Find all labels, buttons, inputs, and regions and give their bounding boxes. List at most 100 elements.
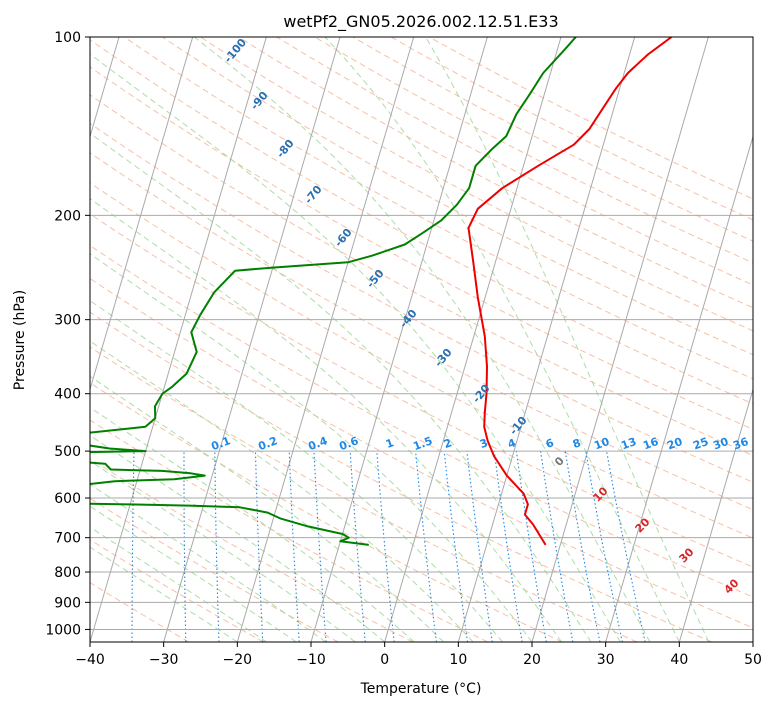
x-axis: −40 −30 −20 −10 0 10 20 30 40 50 [75, 642, 762, 668]
mixing-ratio-line [415, 451, 437, 642]
moist-adiabat-line [90, 340, 474, 642]
mixing-ratio-label: 0.4 [306, 434, 329, 453]
moist-adiabat-line [90, 483, 327, 642]
isotherm-line [531, 37, 709, 642]
dry-adiabat-line [162, 37, 753, 356]
dry-adiabat-line [200, 37, 753, 332]
x-axis-label: Temperature (°C) [360, 681, 482, 697]
x-tick-label: 20 [523, 652, 541, 668]
profile-curves [90, 37, 673, 546]
dry-adiabat-line [90, 277, 753, 629]
mixing-ratio-line [443, 451, 469, 642]
mixing-ratio-line [466, 451, 493, 642]
dry-adiabat-line [276, 37, 753, 286]
mixing-ratio-line [376, 451, 395, 642]
mixing-ratio-label: 2 [442, 436, 454, 451]
dry-adiabat-line [90, 122, 753, 483]
x-tick-label: 40 [670, 652, 688, 668]
moist-adiabat-line [90, 505, 297, 642]
mixing-ratio-label: 4 [506, 436, 518, 451]
moist-adiabat-line [90, 132, 592, 642]
isotherm-line [236, 37, 415, 642]
chart-title: wetPf2_GN05.2026.002.12.51.E33 [283, 12, 558, 32]
pressure-gridlines [90, 37, 753, 630]
mixing-ratio-label: 36 [731, 435, 750, 453]
y-tick-label: 400 [54, 387, 81, 403]
dry-adiabat-line [90, 346, 638, 642]
dry-adiabat-line [90, 457, 414, 642]
x-tick-label: 50 [744, 652, 762, 668]
mixing-ratio-label: 16 [641, 435, 660, 453]
moist-adiabat-line [90, 406, 415, 642]
dry-adiabat-line [314, 37, 753, 264]
y-tick-label: 700 [54, 531, 81, 547]
x-tick-label: −20 [223, 652, 253, 668]
x-tick-label: 0 [380, 652, 389, 668]
mixing-ratio-line [493, 451, 523, 642]
y-axis: 100 200 300 400 500 600 700 800 900 1000 [45, 30, 90, 638]
mixing-ratio-label: 0.1 [209, 434, 232, 453]
isotherm-line [163, 37, 341, 642]
dry-adiabat-line [90, 182, 753, 539]
x-tick-label: −30 [149, 652, 179, 668]
mixing-ratio-label: 8 [571, 436, 583, 451]
isotherm-line [457, 37, 636, 642]
x-tick-label: 30 [597, 652, 615, 668]
moist-adiabat-line [90, 300, 503, 642]
dry-adiabat-line [123, 37, 753, 380]
mixing-ratio-label: 3 [478, 436, 490, 451]
moist-adiabat-line [90, 460, 356, 642]
mixing-ratio-label: 1.5 [411, 434, 434, 453]
y-tick-label: 1000 [45, 622, 81, 638]
moist-adiabat-line [90, 253, 533, 642]
dry-adiabat-line [352, 37, 753, 242]
dry-adiabat-line [90, 213, 753, 568]
isotherm-line [90, 37, 194, 392]
moist-adiabat-line [90, 375, 444, 642]
dry-adiabat-line [90, 66, 753, 430]
temperature-curve [467, 37, 673, 546]
mixing-ratio-label: 0.2 [256, 434, 279, 453]
mixing-ratio-line [585, 451, 623, 642]
x-tick-label: 10 [449, 652, 467, 668]
plot-frame [89, 36, 754, 643]
dry-adiabat-line [90, 94, 753, 456]
isotherm-line [384, 37, 562, 642]
y-tick-label: 800 [54, 565, 81, 581]
mixing-ratio-label: 0.6 [337, 434, 360, 453]
dry-adiabat-line [90, 245, 753, 598]
dry-adiabat-line [90, 39, 753, 405]
mixing-ratio-label: 1 [384, 436, 396, 451]
mixing-ratio-line [605, 450, 646, 642]
y-tick-label: 600 [54, 491, 81, 507]
y-axis-label: Pressure (hPa) [12, 290, 28, 390]
y-tick-label: 500 [54, 444, 81, 460]
mixing-ratio-label: 13 [619, 435, 638, 452]
y-tick-label: 200 [54, 208, 81, 224]
x-tick-label: −10 [296, 652, 326, 668]
moist-adiabat-line [324, 37, 680, 642]
y-tick-label: 900 [54, 595, 81, 611]
mixing-ratio-label: 6 [544, 436, 556, 451]
mixing-ratio-label: 20 [665, 435, 684, 453]
background-lines [90, 37, 753, 642]
y-tick-label: 100 [54, 30, 81, 46]
mixing-ratio-line [349, 451, 366, 642]
isotherm-line [90, 37, 267, 642]
mixing-ratio-label: 30 [711, 435, 730, 453]
dry-adiabat-line [90, 311, 712, 642]
isotherm-line [678, 387, 753, 642]
moist-adiabat-line [90, 53, 621, 642]
mixing-ratio-label: 25 [691, 435, 710, 452]
y-tick-label: 300 [54, 313, 81, 329]
moist-adiabat-line [425, 37, 710, 642]
mixing-ratio-label: 10 [592, 435, 611, 453]
mixing-ratio-line [564, 451, 601, 642]
dry-adiabat-line [238, 37, 753, 309]
dry-adiabat-line [428, 37, 753, 200]
dry-adiabat-line [90, 497, 339, 642]
dewpoint-curve [90, 37, 577, 546]
x-tick-label: −40 [75, 652, 105, 668]
moist-adiabat-line [90, 198, 562, 642]
